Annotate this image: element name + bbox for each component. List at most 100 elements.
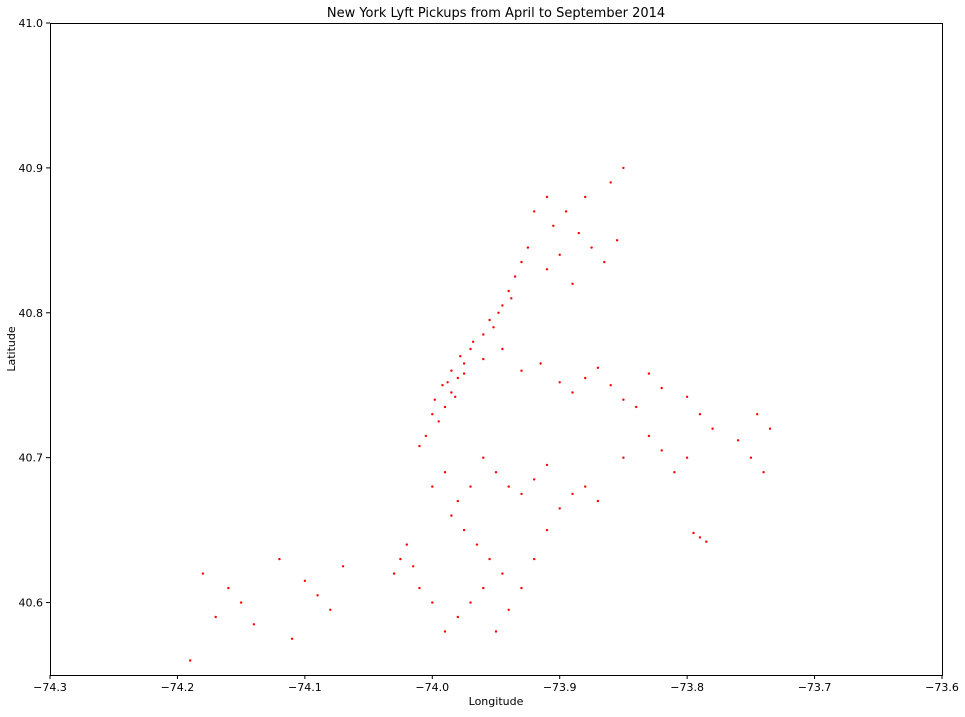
data-point	[756, 413, 759, 416]
data-point	[469, 347, 472, 351]
chart-title: New York Lyft Pickups from April to Sept…	[327, 6, 665, 21]
data-point	[341, 565, 345, 568]
data-point	[660, 386, 663, 390]
data-point	[488, 557, 491, 561]
data-point	[239, 601, 243, 604]
data-point	[459, 355, 462, 358]
data-point	[446, 381, 449, 384]
data-point	[692, 531, 695, 535]
data-point	[443, 471, 447, 474]
data-point	[673, 471, 676, 474]
data-point	[520, 586, 523, 590]
data-point	[635, 405, 638, 409]
data-point	[685, 456, 689, 459]
data-point	[603, 260, 606, 264]
data-point	[520, 492, 523, 496]
data-point	[456, 376, 459, 380]
data-point	[545, 463, 549, 467]
data-point	[647, 434, 651, 438]
data-point	[622, 456, 625, 459]
x-axis: −74.3 −74.2 −74.1 −74.0 −73.9 −73.8 −73.7 −73.6	[33, 675, 959, 694]
data-point	[545, 195, 549, 199]
data-point	[482, 333, 485, 336]
data-point	[685, 395, 689, 398]
data-point	[482, 586, 485, 590]
data-point	[488, 318, 491, 322]
data-point	[571, 282, 574, 285]
data-point	[552, 224, 555, 227]
data-point	[533, 478, 536, 481]
data-point	[469, 601, 472, 604]
data-point	[768, 427, 772, 430]
data-point	[469, 485, 472, 488]
data-point	[443, 405, 447, 409]
data-point	[431, 485, 434, 488]
data-point	[736, 439, 740, 442]
data-point	[252, 623, 256, 626]
data-point	[475, 543, 479, 546]
data-point	[513, 275, 517, 278]
data-point	[431, 601, 434, 604]
data-point	[609, 384, 612, 387]
data-point	[433, 398, 436, 401]
data-point	[501, 347, 504, 351]
data-point	[762, 471, 765, 474]
data-point	[227, 586, 230, 590]
x-tick-label: −73.9	[543, 681, 577, 694]
data-point	[456, 615, 459, 619]
data-point	[482, 456, 485, 459]
data-point	[615, 239, 619, 242]
data-point	[431, 413, 434, 416]
data-point	[705, 540, 708, 543]
data-point	[698, 536, 702, 539]
data-point	[558, 381, 561, 384]
data-point	[577, 231, 580, 235]
data-point	[749, 456, 753, 459]
data-point	[450, 369, 453, 372]
data-point	[424, 434, 428, 438]
data-point	[303, 579, 307, 582]
data-point	[520, 369, 523, 372]
data-point	[545, 268, 549, 271]
data-point	[698, 413, 702, 416]
data-point	[399, 557, 402, 561]
data-point	[329, 608, 332, 611]
x-tick-label: −73.6	[925, 681, 959, 694]
data-point	[501, 304, 504, 307]
data-point	[622, 166, 625, 170]
data-point	[564, 210, 568, 213]
data-point	[501, 572, 504, 575]
data-point	[507, 485, 510, 488]
data-point	[558, 253, 561, 256]
data-point	[590, 246, 593, 249]
data-point	[533, 557, 536, 561]
data-point	[450, 514, 453, 517]
data-point	[456, 499, 459, 503]
data-point	[412, 565, 415, 568]
data-point	[482, 357, 485, 361]
y-tick-label: 40.8	[19, 307, 44, 320]
data-point	[418, 444, 421, 448]
data-point	[545, 528, 549, 532]
y-axis-label: Latitude	[5, 326, 18, 372]
data-point	[443, 630, 447, 633]
y-tick-label: 41.0	[19, 17, 44, 30]
x-tick-label: −74.0	[415, 681, 449, 694]
data-point	[494, 630, 498, 633]
data-point	[450, 391, 453, 394]
y-tick-label: 40.9	[19, 162, 44, 175]
data-point	[711, 427, 714, 430]
data-point	[647, 372, 651, 375]
data-point	[437, 420, 440, 423]
data-point	[462, 528, 466, 532]
data-point	[290, 637, 294, 640]
data-point	[492, 326, 495, 329]
x-axis-label: Longitude	[469, 695, 524, 708]
data-point	[214, 615, 217, 619]
plot-area	[50, 23, 942, 675]
y-tick-label: 40.7	[19, 452, 44, 465]
points-layer	[189, 166, 772, 662]
data-point	[497, 311, 500, 314]
